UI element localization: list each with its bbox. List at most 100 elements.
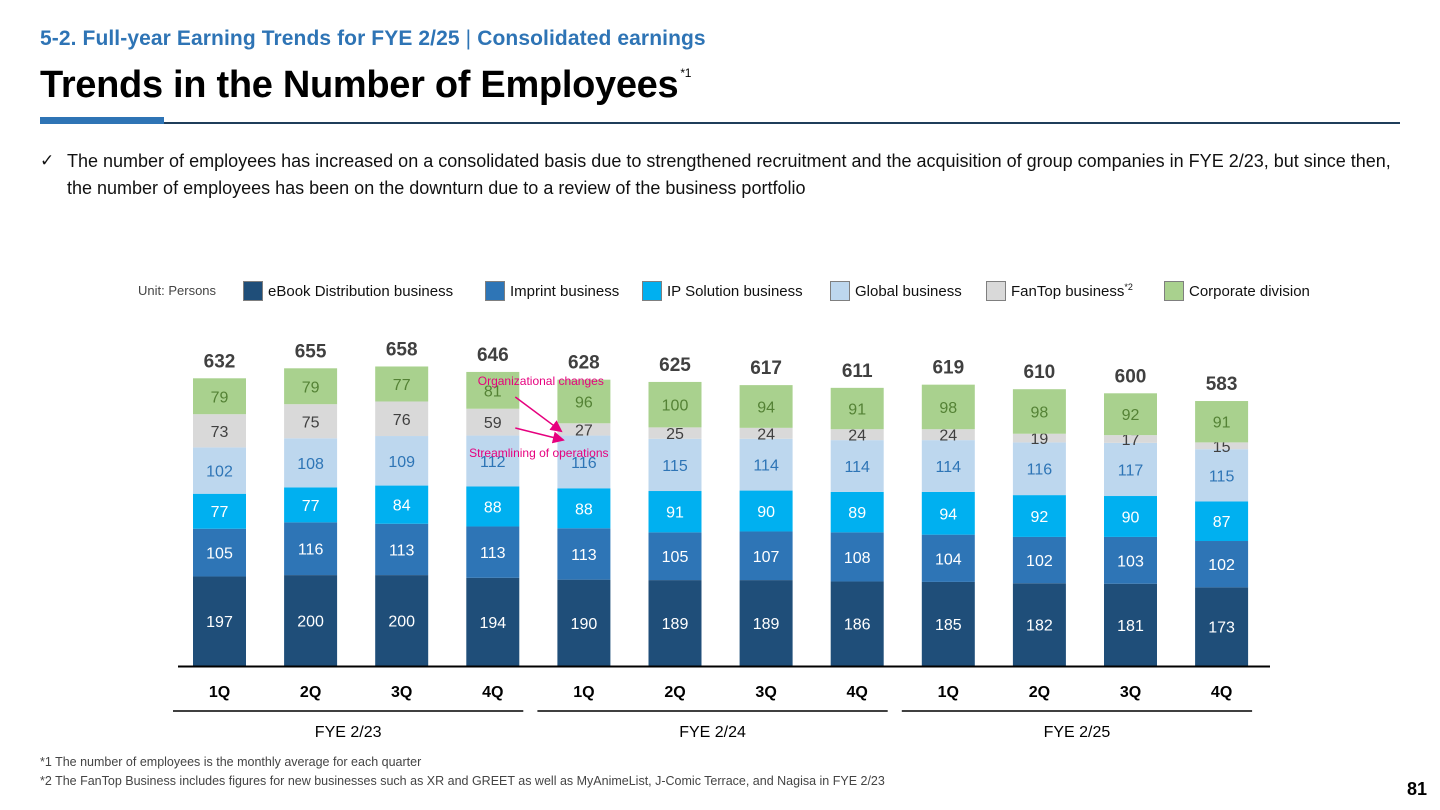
data-label: 94 (939, 506, 957, 523)
data-label: 104 (935, 551, 962, 568)
employee-stacked-bar-chart: 197 105 77 102 73 79 632 1Q 200 116 77 108 75 79 655 2Q… (173, 339, 1270, 741)
data-label: 112 (480, 454, 506, 471)
legend-item: FanTop business*2 (986, 280, 1133, 302)
bar-segment (1104, 442, 1157, 497)
data-label: 89 (848, 505, 866, 522)
title-divider (40, 122, 1400, 124)
total-label: 625 (659, 355, 691, 376)
data-label: 194 (479, 615, 506, 632)
category-tick-label: 1Q (573, 684, 594, 701)
legend-label: FanTop business*2 (1011, 282, 1133, 300)
bar-segment (648, 381, 702, 428)
total-label: 646 (477, 345, 509, 366)
data-label: 19 (1031, 431, 1049, 448)
bar-segment (1012, 583, 1066, 666)
bar-segment (1012, 495, 1066, 537)
category-tick-label: 3Q (755, 684, 776, 701)
bar-segment (739, 385, 793, 428)
bar-segment (1195, 449, 1249, 502)
bar-segment (830, 429, 884, 441)
data-label: 113 (389, 542, 415, 559)
bar-segment (739, 438, 793, 491)
data-label: 96 (575, 394, 593, 411)
bar-segment (375, 575, 429, 666)
data-label: 114 (844, 459, 870, 476)
data-label: 108 (844, 550, 871, 567)
legend-swatch (986, 281, 1006, 301)
data-label: 77 (211, 504, 229, 521)
bar-segment (284, 522, 338, 576)
category-tick-label: 2Q (664, 684, 685, 701)
data-label: 90 (757, 504, 775, 521)
data-label: 77 (393, 377, 411, 394)
legend-label: Corporate division (1189, 282, 1310, 300)
bar-segment (284, 575, 338, 666)
bar-segment (557, 488, 611, 529)
data-label: 98 (1031, 404, 1049, 421)
annotation-label: Organizational changes (478, 374, 604, 388)
section-label: 5-2. Full-year Earning Trends for FYE 2/… (40, 27, 460, 50)
data-label: 92 (1122, 407, 1140, 424)
page-title: Trends in the Number of Employees *1 (40, 64, 691, 107)
annotation-arrow (515, 427, 565, 444)
category-tick-label: 3Q (391, 684, 412, 701)
legend-item: Global business (830, 280, 962, 302)
data-label: 102 (1208, 557, 1235, 574)
category-tick-label: 1Q (938, 684, 959, 701)
data-label: 181 (1117, 618, 1144, 635)
period-label: FYE 2/24 (679, 724, 746, 741)
legend-label: Imprint business (510, 282, 620, 300)
legend-label: Global business (855, 282, 962, 300)
data-label: 98 (939, 400, 957, 417)
bar-segment (193, 447, 246, 494)
bar-segment (193, 378, 246, 415)
bar-segment (466, 577, 520, 666)
bar-segment (648, 491, 702, 533)
legend-item: IP Solution business (642, 280, 803, 302)
bar-segment (739, 427, 793, 439)
data-label: 27 (575, 422, 593, 439)
data-label: 91 (666, 505, 684, 522)
data-label: 189 (753, 616, 780, 633)
bar-segment (557, 379, 611, 424)
bar-segment (1012, 536, 1066, 584)
bar-segment (830, 491, 884, 533)
total-label: 655 (295, 341, 327, 362)
data-label: 59 (484, 415, 502, 432)
bar-segment (466, 371, 520, 409)
data-label: 92 (1031, 509, 1049, 526)
total-label: 611 (842, 361, 873, 382)
data-label: 116 (571, 455, 597, 472)
bar-segment (193, 414, 246, 448)
bar-segment (1012, 442, 1066, 496)
data-label: 189 (662, 616, 689, 633)
bar-segment (830, 532, 884, 582)
bar-segment (739, 531, 793, 581)
footnote-1: *1 The number of employees is the monthl… (40, 755, 422, 769)
data-label: 107 (753, 549, 780, 566)
bar-segment (1104, 393, 1157, 436)
bar-segment (375, 401, 429, 437)
section-sub-label: Consolidated earnings (477, 27, 706, 50)
bar-segment (557, 423, 611, 436)
data-label: 102 (1026, 553, 1053, 570)
data-label: 91 (848, 402, 866, 419)
bar-segment (739, 580, 793, 666)
data-label: 186 (844, 617, 871, 634)
section-title: 5-2. Full-year Earning Trends for FYE 2/… (40, 27, 706, 51)
data-label: 116 (298, 542, 324, 559)
unit-label: Unit: Persons (138, 283, 217, 298)
data-label: 24 (848, 428, 866, 445)
bar-segment (1104, 536, 1157, 584)
bar-segment (284, 368, 338, 405)
bar-segment (193, 493, 246, 529)
category-tick-label: 2Q (300, 684, 321, 701)
legend-item: Imprint business (485, 280, 619, 302)
bar-segment (921, 384, 975, 430)
page-title-text: Trends in the Number of Employees (40, 64, 679, 106)
bar-segment (466, 408, 520, 436)
bar-segment (1104, 496, 1157, 537)
bar-segment (1195, 587, 1249, 666)
annotation-label: Streamlining of operations (469, 446, 608, 460)
legend-swatch (1164, 281, 1184, 301)
